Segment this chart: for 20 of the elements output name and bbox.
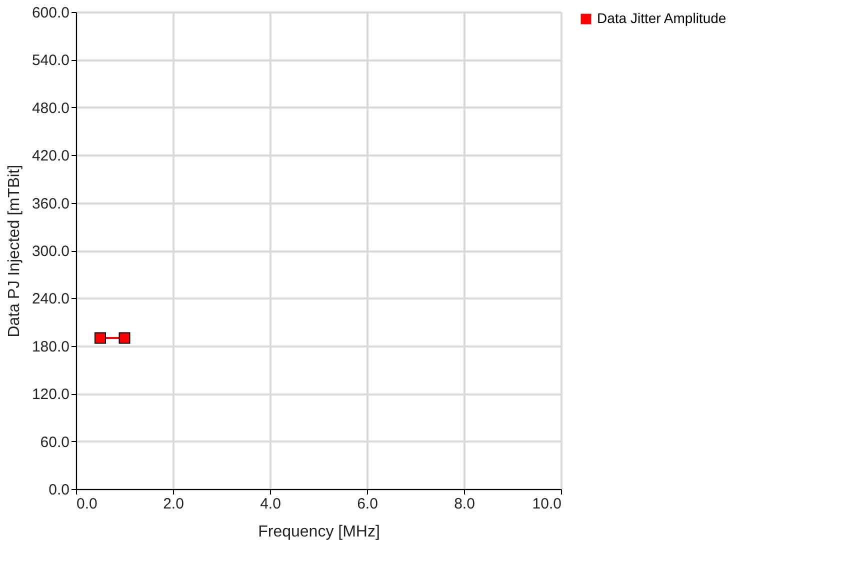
y-tick-label: 300.0 bbox=[32, 243, 70, 260]
legend-label: Data Jitter Amplitude bbox=[597, 10, 726, 26]
x-tick-label: 6.0 bbox=[357, 496, 378, 512]
y-tick-label: 60.0 bbox=[40, 434, 70, 451]
x-tick-label: 2.0 bbox=[163, 496, 184, 512]
x-tick-label: 0.0 bbox=[76, 496, 98, 512]
x-tick-label: 10.0 bbox=[532, 496, 562, 512]
y-tick-label: 420.0 bbox=[32, 148, 70, 165]
x-axis-title: Frequency [MHz] bbox=[258, 524, 380, 540]
x-tick-label: 8.0 bbox=[454, 496, 475, 512]
y-axis-title: Data PJ Injected [mTBit] bbox=[6, 164, 23, 338]
y-tick-label: 180.0 bbox=[32, 338, 70, 356]
y-tick-label: 0.0 bbox=[48, 482, 70, 498]
y-tick-label: 360.0 bbox=[32, 195, 70, 212]
y-tick-label: 480.0 bbox=[32, 100, 70, 117]
y-tick-label: 600.0 bbox=[32, 4, 70, 22]
y-tick-label: 240.0 bbox=[32, 290, 70, 308]
y-tick-label: 120.0 bbox=[32, 386, 70, 404]
y-tick-label: 540.0 bbox=[32, 52, 70, 70]
x-tick-label: 4.0 bbox=[260, 496, 281, 512]
